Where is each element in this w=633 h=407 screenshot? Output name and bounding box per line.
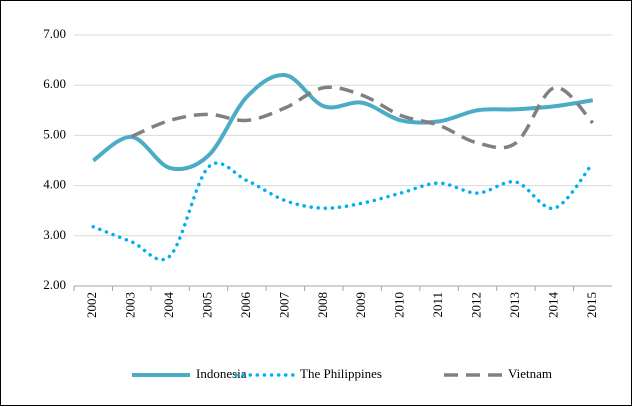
y-tick-label: 3.00 xyxy=(43,227,66,242)
x-tick-label: 2005 xyxy=(199,292,214,318)
line-series xyxy=(130,85,595,150)
y-tick-label: 5.00 xyxy=(43,126,66,141)
x-tick-label: 2012 xyxy=(468,292,483,318)
x-tick-label: 2002 xyxy=(84,292,99,318)
x-tick-label: 2010 xyxy=(392,292,407,318)
x-tick-label: 2011 xyxy=(430,292,445,318)
x-tick-label: 2006 xyxy=(238,292,253,319)
y-tick-label: 2.00 xyxy=(43,277,66,292)
x-tick-label: 2014 xyxy=(545,292,560,319)
legend-label: Indonesia xyxy=(196,366,247,381)
line-series xyxy=(91,161,595,262)
x-tick-label: 2009 xyxy=(353,292,368,318)
legend-label: Vietnam xyxy=(508,366,552,381)
x-tick-label: 2007 xyxy=(276,292,291,319)
y-tick-label: 7.00 xyxy=(43,26,66,41)
line-series xyxy=(92,73,594,172)
x-tick-label: 2015 xyxy=(584,292,599,318)
y-tick-label: 6.00 xyxy=(43,76,66,91)
x-tick-label: 2004 xyxy=(161,292,176,319)
legend-label: The Philippines xyxy=(300,366,382,381)
x-tick-label: 2013 xyxy=(507,292,522,318)
x-tick-label: 2008 xyxy=(315,292,330,318)
y-tick-label: 4.00 xyxy=(43,177,66,192)
x-tick-label: 2003 xyxy=(123,292,138,318)
